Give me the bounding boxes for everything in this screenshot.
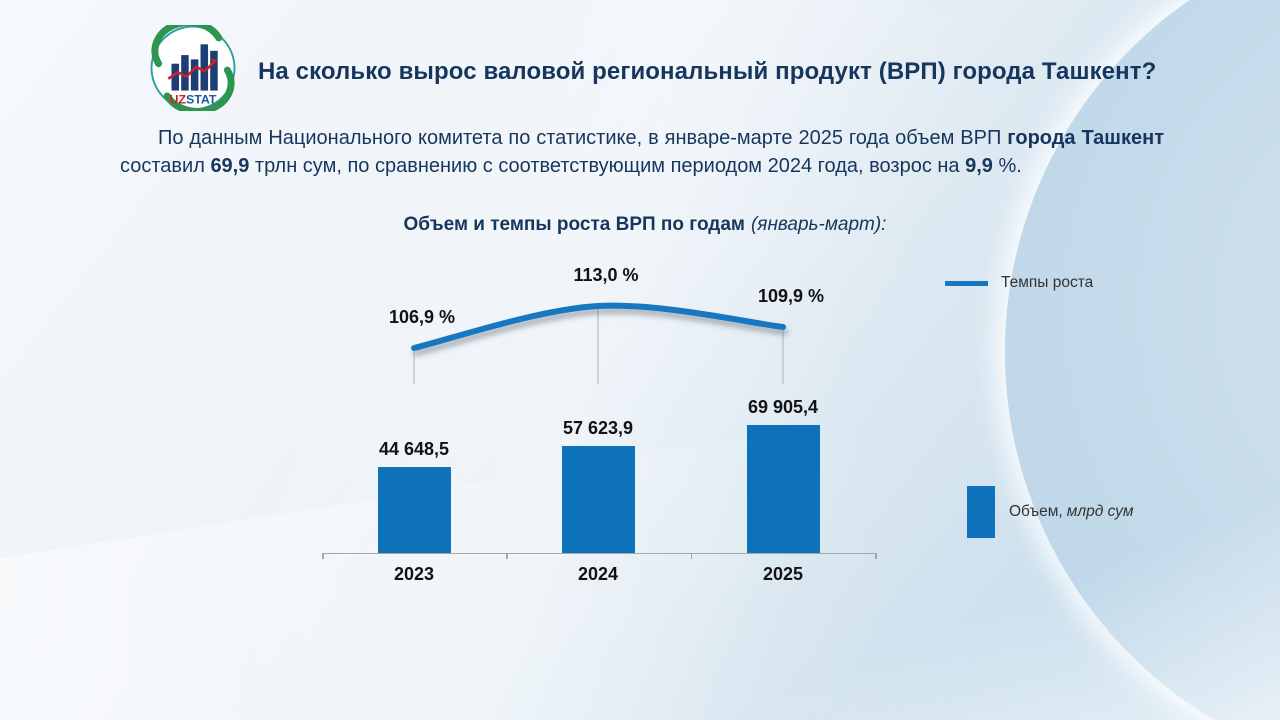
logo-trend-arrow-icon xyxy=(211,58,218,65)
line-swatch xyxy=(945,280,988,286)
line-value-label: 113,0 % xyxy=(573,265,639,285)
line-value-label: 106,9 % xyxy=(388,307,456,327)
uzstat-logo-icon: UZSTAT xyxy=(150,18,236,115)
bar-swatch xyxy=(967,486,995,538)
line-value-label: 109,9 % xyxy=(757,286,825,306)
x-axis-label: 2024 xyxy=(577,564,619,584)
logo-swoosh-top xyxy=(151,18,223,68)
logo-trend-line-icon xyxy=(167,60,216,80)
chart-title-main: Объем и темпы роста ВРП по годам xyxy=(403,214,745,235)
legend-growth-label: Темпы роста xyxy=(1001,274,1094,291)
bar-value-label: 69 905,4 xyxy=(747,397,819,417)
x-axis-label: 2025 xyxy=(762,564,804,584)
intro-paragraph: По данным Национального комитета по стат… xyxy=(120,124,1164,180)
chart-title-note: (январь-март): xyxy=(750,214,887,235)
intro-bold-city: города Ташкент xyxy=(1007,127,1164,149)
intro-text: По данным Национального комитета по стат… xyxy=(158,127,1008,149)
legend-volume-unit: млрд сум xyxy=(1066,503,1134,520)
x-axis-tick xyxy=(690,553,693,559)
intro-text: составил xyxy=(120,155,211,177)
x-axis-label: 2023 xyxy=(393,564,435,584)
bar-2023 xyxy=(377,467,451,553)
legend-volume-label: Объем, млрд сум xyxy=(1009,503,1134,521)
legend-volume-word: Объем, xyxy=(1009,503,1063,520)
intro-bold-volume: 69,9 xyxy=(210,155,250,177)
x-axis-tick xyxy=(875,553,877,559)
logo-bars-icon xyxy=(171,44,218,91)
chart-title: Объем и темпы роста ВРП по годам (январь-… xyxy=(320,214,970,236)
x-axis-tick xyxy=(322,553,324,559)
page-title: На сколько вырос валовой региональный пр… xyxy=(258,58,1157,85)
x-axis-tick xyxy=(506,553,508,559)
intro-bold-growth: 9,9 xyxy=(965,155,993,177)
intro-text: трлн сум, по сравнению с соответствующим… xyxy=(249,155,966,177)
bar-value-label: 57 623,9 xyxy=(562,418,634,438)
logo-stat-text: STAT xyxy=(186,92,217,106)
bar-2024 xyxy=(561,446,635,553)
x-axis-line xyxy=(322,553,875,554)
bar-2025 xyxy=(746,425,820,553)
logo-swoosh-bottom xyxy=(163,66,235,115)
logo-uz-text: UZ xyxy=(170,92,187,106)
logo-wordmark: UZSTAT xyxy=(170,92,217,106)
legend-volume: Объем, млрд сум xyxy=(967,486,1134,538)
uzstat-logo: UZSTAT xyxy=(150,18,236,115)
legend-growth: Темпы роста xyxy=(945,274,1093,292)
intro-text: %. xyxy=(992,155,1022,177)
bar-value-label: 44 648,5 xyxy=(378,439,450,459)
